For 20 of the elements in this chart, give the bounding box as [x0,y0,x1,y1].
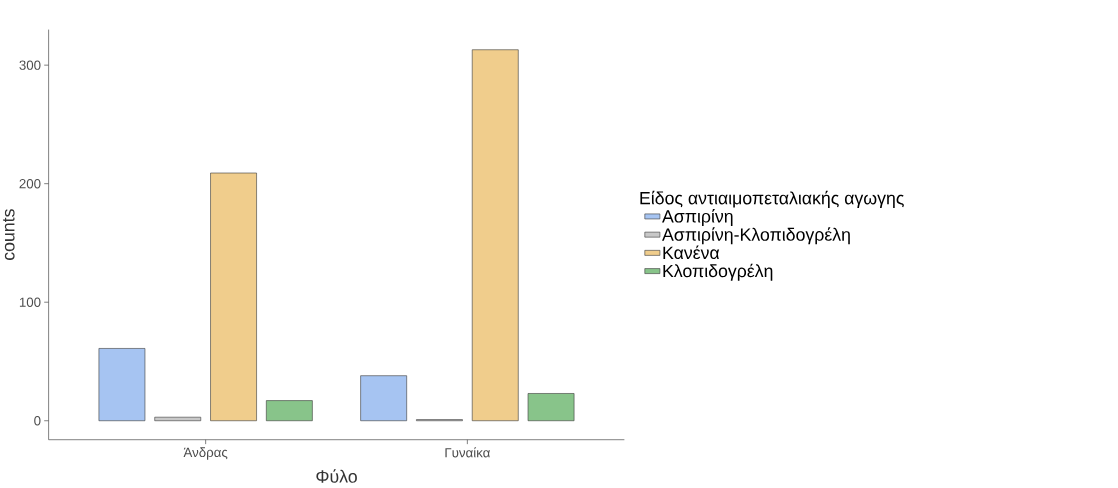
y-axis-title: counts [2,209,15,260]
y-tick-label: 0 [34,416,41,426]
bar [471,49,519,422]
x-tick-label: Άνδρας [183,447,228,460]
y-tick-label: 100 [19,297,41,307]
y-tick-label: 200 [19,178,41,189]
bar [210,172,257,422]
bar [98,348,146,422]
legend-label: Ασπιρίνη [662,209,733,227]
bar [527,393,575,422]
y-tick-label: 300 [19,60,41,70]
x-axis-title: Φύλο [316,469,357,483]
legend-label: Κανένα [663,245,720,260]
bar [266,400,313,422]
bar [154,416,202,422]
legend-title: Είδος αντιαιμοπεταλιακής αγωγης [640,190,904,208]
legend-label: Κλοπιδογρέλη [663,263,773,281]
x-tick-label: Γυναίκα [445,447,490,458]
bar [360,375,407,422]
legend-label: Ασπιρίνη-Κλοπιδογρέλη [662,227,850,245]
